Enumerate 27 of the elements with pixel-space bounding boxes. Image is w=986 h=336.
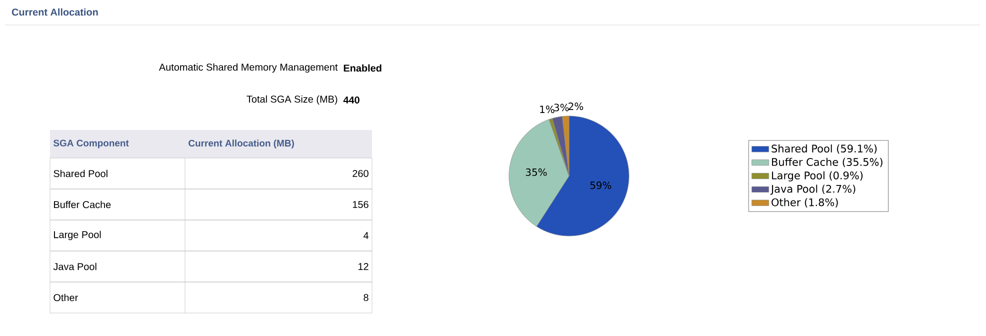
legend-label: Buffer Cache (35.5%) (772, 158, 882, 168)
category-label: Java Pool (53, 262, 96, 270)
data-label: 156 (352, 200, 368, 208)
text: Enabled (344, 64, 382, 72)
legend-label: Shared Pool (59.1%) (772, 144, 877, 154)
legend-label: Java Pool (2.7%) (770, 184, 856, 195)
category-label: Buffer Cache (54, 200, 111, 208)
text: SGA Component (53, 140, 129, 148)
text: Automatic Shared Memory Management (158, 63, 338, 73)
legend-label: Large Pool (0.9%) (772, 171, 863, 182)
data-label: 260 (352, 170, 368, 178)
data-label: 4 (364, 232, 369, 239)
data-label: 3% (554, 104, 569, 112)
category-label: Shared Pool (54, 170, 108, 178)
data-label: 2% (568, 102, 584, 110)
text: Total SGA Size (MB) (246, 95, 338, 105)
data-label: 59% (590, 182, 612, 190)
data-label: 1% (540, 106, 554, 114)
data-label: 35% (526, 168, 547, 176)
text: Current Allocation (MB) (188, 140, 294, 148)
category-label: Large Pool (54, 230, 101, 240)
text: 440 (343, 96, 360, 104)
data-label: 8 (364, 294, 368, 302)
text: Current Allocation (12, 8, 98, 16)
category-label: Other (54, 294, 78, 302)
legend-label: Other (1.8%) (772, 198, 838, 208)
data-label: 12 (358, 263, 368, 270)
